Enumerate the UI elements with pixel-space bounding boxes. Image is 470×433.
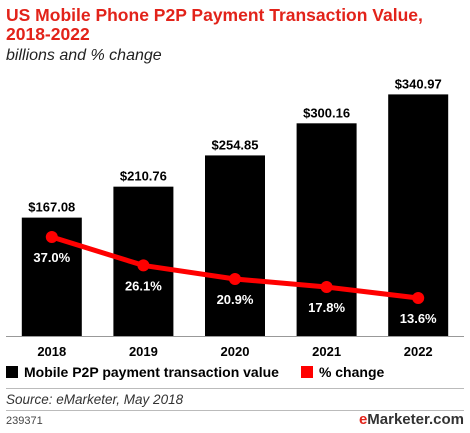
percent-change-label-2020: 20.9%: [217, 292, 254, 307]
bar-2020: [205, 155, 265, 336]
legend-swatch-line: [300, 366, 313, 378]
divider-bottom: [6, 410, 464, 411]
bar-value-label-2018: $167.08: [28, 200, 75, 215]
chart-subtitle: billions and % change: [6, 47, 162, 64]
legend: Mobile P2P payment transaction value % c…: [6, 364, 406, 380]
bar-value-label-2022: $340.97: [395, 76, 442, 91]
x-tick-label-2022: 2022: [404, 344, 433, 359]
x-tick-label-2020: 2020: [221, 344, 250, 359]
percent-change-point-2022: [412, 292, 425, 304]
legend-item-line: % change: [300, 364, 385, 380]
bar-2021: [296, 123, 357, 336]
percent-change-label-2019: 26.1%: [125, 278, 162, 293]
percent-change-point-2021: [320, 281, 333, 294]
bar-value-label-2019: $210.76: [120, 169, 167, 184]
bar-value-label-2021: $300.16: [303, 105, 350, 120]
source-note: Source: eMarketer, May 2018: [6, 392, 184, 407]
brand-e: e: [358, 411, 368, 428]
divider-top: [6, 388, 464, 389]
percent-change-point-2018: [45, 231, 58, 243]
brand-logo: eMarketer.com: [359, 411, 464, 428]
x-tick-label-2019: 2019: [129, 344, 158, 359]
bar-value-label-2020: $254.85: [212, 137, 259, 152]
brand-rest: Marketer.com: [367, 411, 464, 428]
percent-change-label-2022: 13.6%: [400, 311, 437, 326]
percent-change-label-2021: 17.8%: [308, 300, 345, 315]
x-tick-label-2021: 2021: [312, 344, 341, 359]
legend-label-line: % change: [318, 364, 385, 380]
percent-change-point-2020: [229, 272, 241, 285]
legend-item-bars: Mobile P2P payment transaction value: [6, 364, 279, 380]
percent-change-point-2019: [137, 259, 150, 272]
chart-id: 239371: [6, 415, 43, 427]
legend-swatch-bar: [6, 366, 18, 378]
percent-change-label-2018: 37.0%: [33, 250, 70, 265]
chart-canvas: $167.08 $210.76 $254.85 $300.16 $340.97 37.0%…: [6, 76, 464, 359]
chart-title: US Mobile Phone P2P Payment Transaction …: [6, 5, 423, 44]
x-tick-label-2018: 2018: [37, 344, 66, 359]
legend-label-bars: Mobile P2P payment transaction value: [24, 364, 279, 380]
